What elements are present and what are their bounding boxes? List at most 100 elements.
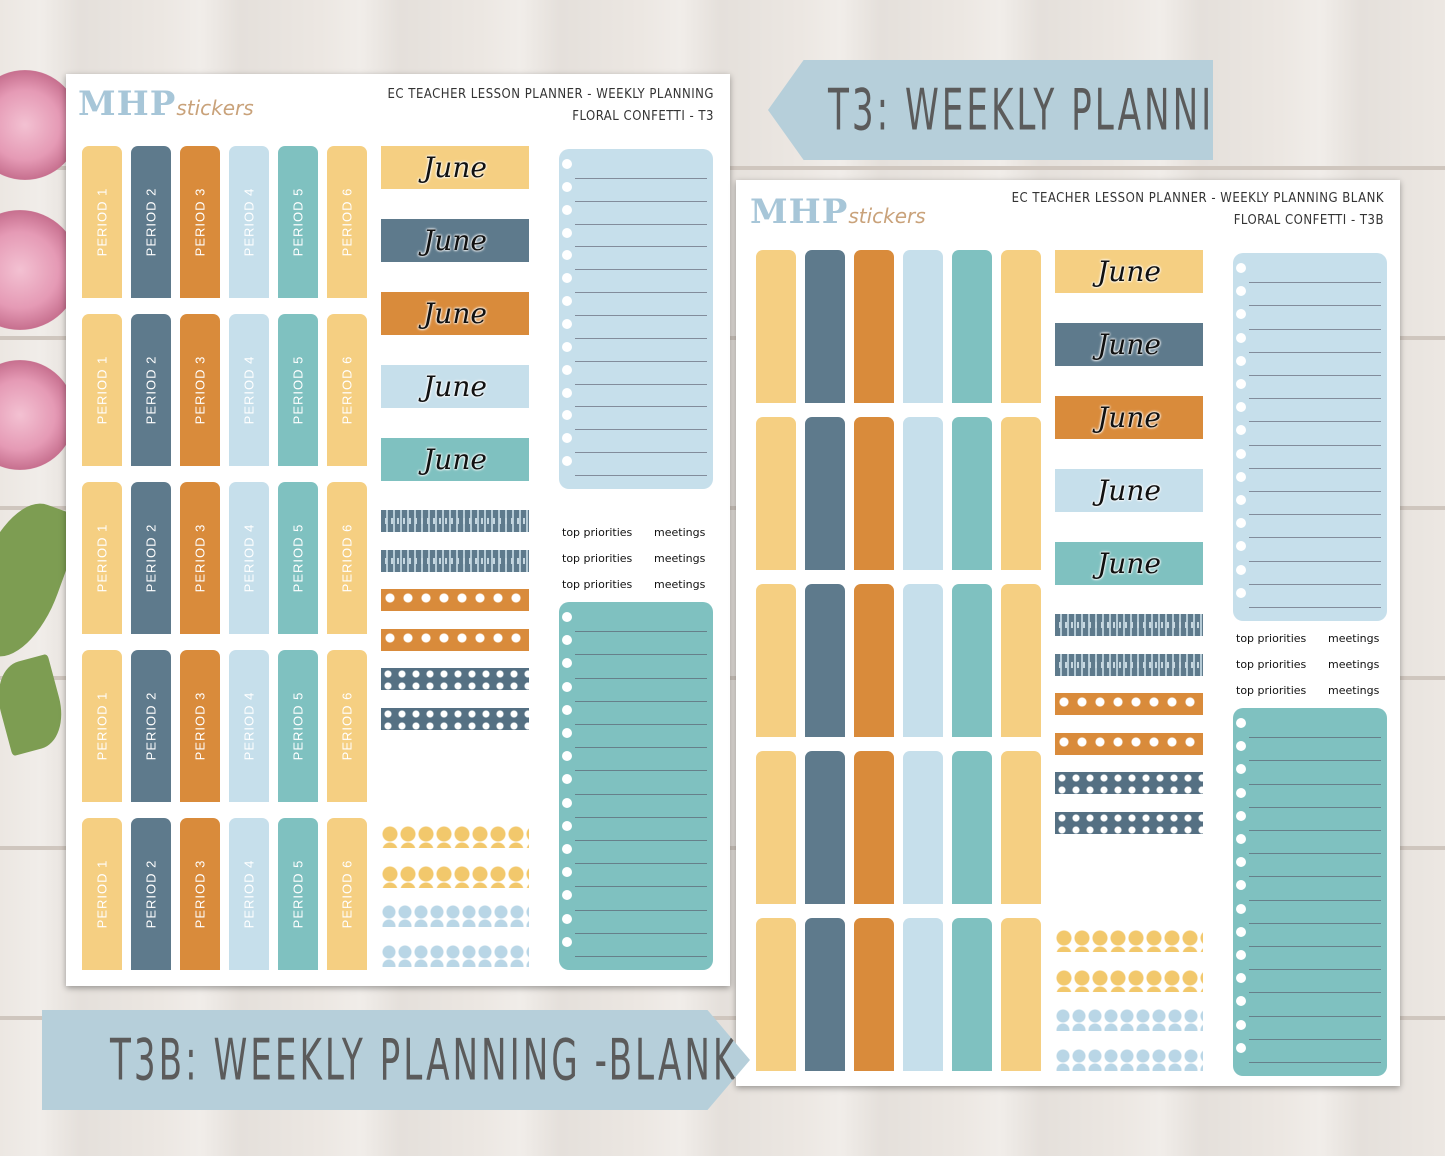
period-label: PERIOD 6 xyxy=(339,355,355,425)
checkbox-circle xyxy=(562,681,572,692)
washi-strip-sticker xyxy=(1055,1048,1203,1071)
blank-tab-sticker xyxy=(805,584,845,737)
period-tab-sticker: PERIOD 5 xyxy=(278,650,318,802)
period-label: PERIOD 3 xyxy=(192,187,208,257)
month-label-text: June xyxy=(1097,474,1161,507)
checkbox-circle xyxy=(1236,286,1246,297)
period-label: PERIOD 1 xyxy=(94,691,110,761)
month-label-sticker: June xyxy=(1055,396,1203,439)
checklist-line xyxy=(1249,537,1381,539)
sheet-title-line2: FLORAL CONFETTI - T3 xyxy=(572,109,714,124)
month-label-text: June xyxy=(423,297,487,330)
period-label: PERIOD 4 xyxy=(241,691,257,761)
checkbox-circle xyxy=(1236,587,1246,598)
month-label-text: June xyxy=(1097,328,1161,361)
checklist-line xyxy=(1249,305,1381,307)
checkbox-circle xyxy=(1236,355,1246,366)
checkbox-circle xyxy=(1236,471,1246,482)
checkbox-circle xyxy=(1236,973,1246,984)
banner-text: T3: WEEKLY PLANNING xyxy=(828,77,1273,143)
period-tab-sticker: PERIOD 4 xyxy=(229,146,269,298)
washi-strip-sticker xyxy=(381,944,529,967)
sticker-sheet-t3b: MHPstickers EC TEACHER LESSON PLANNER - … xyxy=(736,180,1400,1086)
washi-strip-sticker xyxy=(381,747,529,769)
checkbox-circle xyxy=(1236,518,1246,529)
blank-tab-sticker xyxy=(903,918,943,1071)
blank-tab-sticker xyxy=(1001,584,1041,737)
period-tab-sticker: PERIOD 6 xyxy=(327,818,367,970)
blank-tab-sticker xyxy=(952,751,992,904)
blank-tab-sticker xyxy=(854,751,894,904)
checklist-line xyxy=(575,724,707,725)
period-label: PERIOD 6 xyxy=(339,859,355,929)
checkbox-circle xyxy=(1236,810,1246,821)
washi-strip-sticker xyxy=(381,628,529,651)
checklist-line xyxy=(575,816,707,818)
checklist-line xyxy=(575,700,707,702)
month-label-sticker: June xyxy=(1055,323,1203,366)
blank-tab-sticker xyxy=(952,584,992,737)
checklist-line xyxy=(575,337,707,339)
meetings-label: meetings xyxy=(654,526,706,539)
washi-strip-sticker xyxy=(381,865,529,888)
checkbox-circle xyxy=(1236,1042,1246,1053)
period-label: PERIOD 3 xyxy=(192,859,208,929)
checklist-line xyxy=(1249,760,1381,762)
blank-tab-sticker xyxy=(952,417,992,570)
period-label: PERIOD 1 xyxy=(94,523,110,593)
blank-tab-sticker xyxy=(756,584,796,737)
period-tab-sticker: PERIOD 4 xyxy=(229,314,269,466)
period-label: PERIOD 5 xyxy=(290,187,306,257)
checklist-line xyxy=(575,360,707,362)
period-label: PERIOD 5 xyxy=(290,355,306,425)
checkbox-circle xyxy=(562,797,572,808)
checkbox-circle xyxy=(562,844,572,854)
period-tab-sticker: PERIOD 2 xyxy=(131,146,171,298)
period-label: PERIOD 6 xyxy=(339,187,355,257)
washi-strip-sticker xyxy=(1055,930,1203,952)
checkbox-circle xyxy=(1236,741,1246,752)
banner-weekly-planning-blank: T3B: WEEKLY PLANNING -BLANK xyxy=(42,1010,750,1110)
checkbox-circle xyxy=(1236,926,1246,937)
checklist-line xyxy=(1249,351,1381,353)
meetings-label: meetings xyxy=(654,578,706,591)
checklist-line xyxy=(575,452,707,454)
checkbox-circle xyxy=(562,387,572,398)
blank-tab-sticker xyxy=(952,250,992,403)
period-label: PERIOD 4 xyxy=(241,859,257,929)
blank-tab-sticker xyxy=(854,250,894,403)
checklist-teal xyxy=(1233,708,1387,1076)
top-priorities-label: top priorities xyxy=(562,578,633,591)
month-label-text: June xyxy=(1097,401,1161,434)
washi-strip-sticker xyxy=(1055,732,1203,755)
blank-tab-sticker xyxy=(854,584,894,737)
washi-strip-sticker xyxy=(381,510,529,532)
checklist-line xyxy=(1249,444,1381,446)
period-label: PERIOD 4 xyxy=(241,523,257,593)
checklist-line xyxy=(1249,876,1381,878)
period-label: PERIOD 6 xyxy=(339,691,355,761)
checkbox-circle xyxy=(562,658,572,669)
top-priorities-label: top priorities xyxy=(562,526,633,539)
checkbox-circle xyxy=(1236,379,1246,389)
checkbox-circle xyxy=(562,890,572,901)
checkbox-circle xyxy=(1236,764,1246,775)
checklist-line xyxy=(1249,1015,1381,1017)
checkbox-circle xyxy=(1236,1019,1246,1030)
blank-tab-sticker xyxy=(854,918,894,1071)
meetings-label: meetings xyxy=(1328,684,1380,697)
checklist-line xyxy=(575,223,707,225)
checkbox-circle xyxy=(562,250,572,261)
checkbox-circle xyxy=(1236,787,1246,798)
month-label-sticker: June xyxy=(381,365,529,408)
month-label-sticker: June xyxy=(381,146,529,189)
period-label: PERIOD 4 xyxy=(241,355,257,425)
period-tab-sticker: PERIOD 6 xyxy=(327,146,367,298)
checkbox-circle xyxy=(562,820,572,831)
period-label: PERIOD 2 xyxy=(143,691,159,761)
top-priorities-label: top priorities xyxy=(1236,632,1307,645)
checkbox-circle xyxy=(1236,857,1246,868)
sheet-title-line1: EC TEACHER LESSON PLANNER - WEEKLY PLANN… xyxy=(1011,191,1384,206)
period-tab-sticker: PERIOD 3 xyxy=(180,314,220,466)
checkbox-circle xyxy=(1236,718,1246,728)
